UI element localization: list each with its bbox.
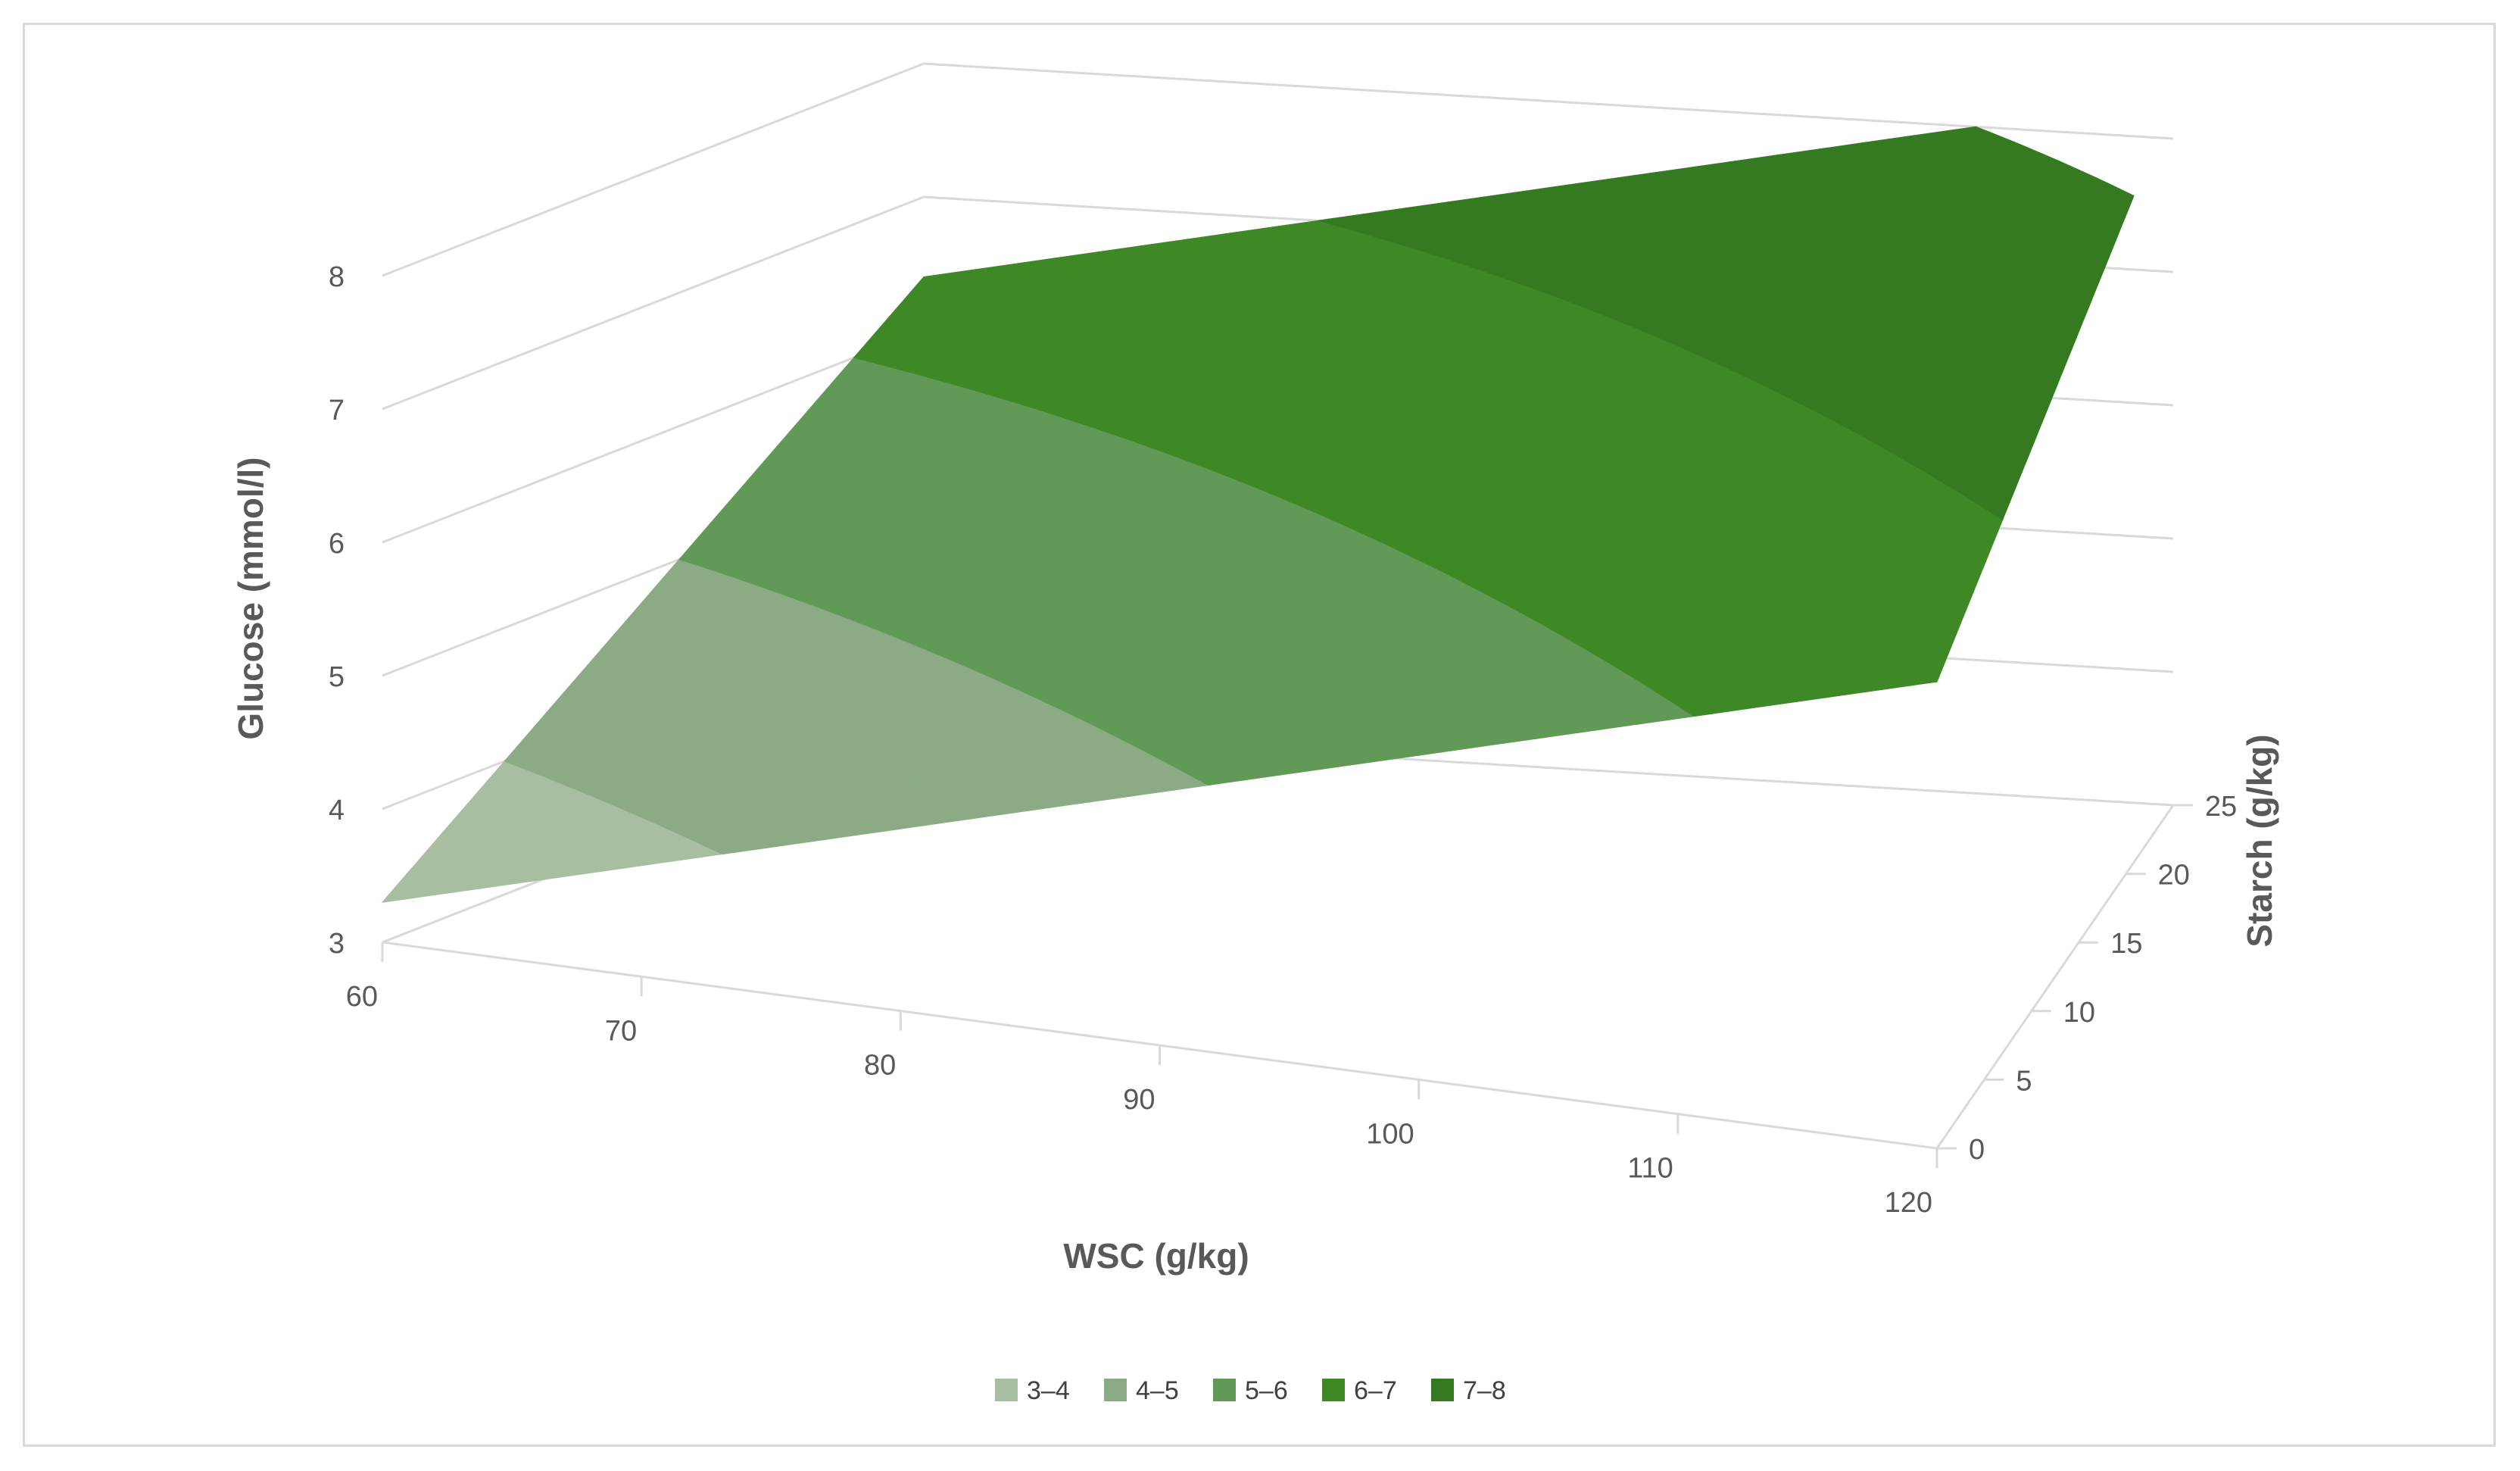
- z-tick-label: 6: [329, 528, 345, 560]
- y-tick-label: 5: [2016, 1065, 2032, 1097]
- legend-swatch: [995, 1379, 1018, 1401]
- legend-swatch: [1431, 1379, 1454, 1401]
- y-tick-label: 20: [2158, 860, 2190, 892]
- surface-bands: [382, 126, 2135, 903]
- x-tick-label: 90: [1123, 1084, 1155, 1116]
- legend-label: 3–4: [1027, 1376, 1070, 1405]
- y-tick-label: 0: [1969, 1134, 1985, 1166]
- x-tick-label: 100: [1366, 1118, 1414, 1150]
- surface-band-fill: [678, 357, 1695, 786]
- z-tick-label: 3: [329, 928, 345, 960]
- y-axis-line: [1935, 804, 2175, 1149]
- legend-label: 5–6: [1245, 1376, 1288, 1405]
- y-tick-label: 25: [2205, 791, 2237, 823]
- z-tick-label: 8: [329, 261, 345, 293]
- y-tick-label: 15: [2110, 928, 2142, 960]
- surface-band-fill: [1318, 126, 2135, 520]
- y-tick-label: 10: [2063, 997, 2095, 1029]
- legend-label: 4–5: [1136, 1376, 1179, 1405]
- surface-band-4–5: [504, 558, 1209, 855]
- surface-band-5–6: [678, 357, 1695, 786]
- legend-swatch: [1322, 1379, 1345, 1401]
- x-tick-label: 60: [346, 981, 378, 1013]
- legend-item: 3–4: [995, 1376, 1070, 1405]
- x-tick-label: 70: [605, 1015, 637, 1047]
- z-tick-label: 7: [329, 395, 345, 426]
- surface-band-fill: [504, 558, 1209, 855]
- x-axis-title: WSC (g/kg): [1063, 1236, 1249, 1276]
- x-tick-label: 110: [1627, 1153, 1673, 1185]
- surface-band-7–8: [1318, 126, 2135, 520]
- x-tick-label: 80: [864, 1050, 896, 1082]
- legend-item: 7–8: [1431, 1376, 1506, 1405]
- legend-swatch: [1213, 1379, 1236, 1401]
- z-tick-label: 4: [329, 795, 345, 826]
- z-gridline: [382, 62, 2174, 277]
- legend-swatch: [1104, 1379, 1127, 1401]
- z-axis-title: Glucose (mmol/l): [231, 457, 270, 739]
- legend: 3–4 4–5 5–6 6–7 7–8: [995, 1376, 1506, 1405]
- legend-item: 6–7: [1322, 1376, 1397, 1405]
- legend-label: 6–7: [1354, 1376, 1397, 1405]
- legend-item: 5–6: [1213, 1376, 1288, 1405]
- z-tick-label: 5: [329, 661, 345, 693]
- legend-item: 4–5: [1104, 1376, 1179, 1405]
- tick-labels: 3 4 5 6 7 8 60 70 80 90 100 110 120 0 5 10 15 20 25: [329, 261, 2237, 1219]
- legend-label: 7–8: [1463, 1376, 1506, 1405]
- y-axis-title: Starch (g/kg): [2240, 734, 2279, 947]
- x-tick-label: 120: [1885, 1187, 1932, 1219]
